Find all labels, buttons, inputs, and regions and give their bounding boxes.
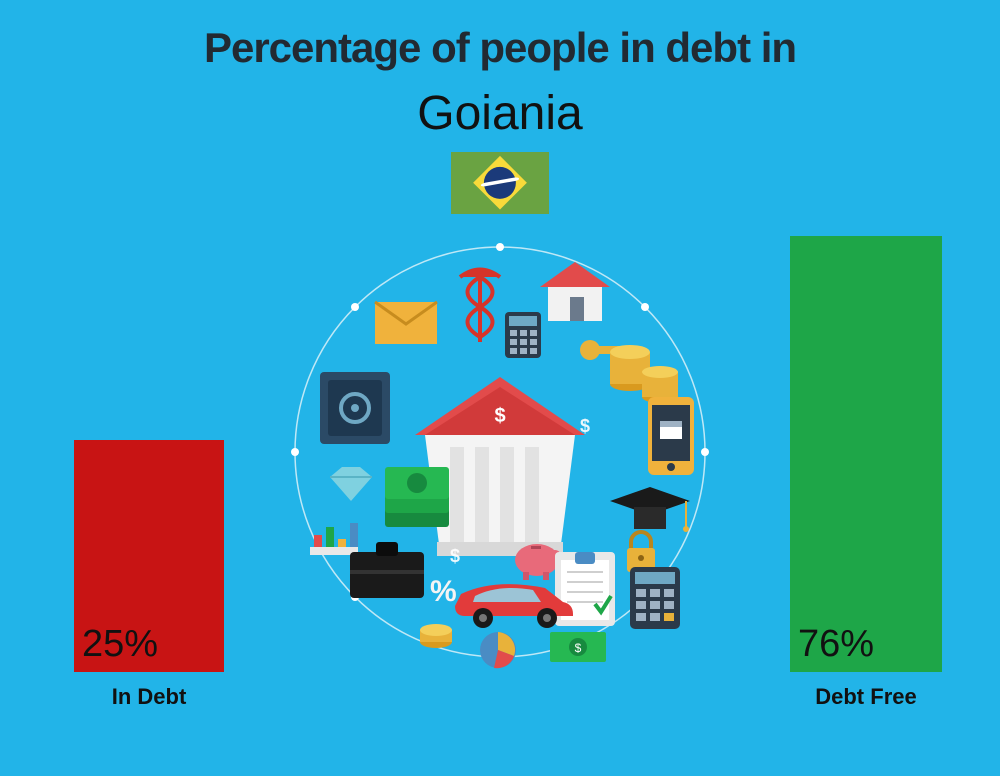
- bar-value-in-debt: 25%: [82, 623, 158, 666]
- bar-rect-in-debt: 25%: [74, 440, 224, 672]
- bar-label-in-debt: In Debt: [112, 684, 187, 710]
- svg-text:$: $: [450, 546, 460, 566]
- bar-debt-free: 76% Debt Free: [790, 236, 942, 710]
- svg-text:%: %: [430, 575, 457, 608]
- bar-rect-debt-free: 76%: [790, 236, 942, 672]
- flag-bg: [451, 152, 549, 214]
- svg-text:$: $: [494, 405, 505, 427]
- finance-collage-icon: $ %: [280, 232, 720, 672]
- bar-value-debt-free: 76%: [798, 623, 874, 666]
- subtitle-city: Goiania: [0, 86, 1000, 141]
- flag-band: [480, 176, 519, 188]
- bar-in-debt: 25% In Debt: [74, 440, 224, 710]
- page-title: Percentage of people in debt in: [0, 24, 1000, 72]
- svg-text:$: $: [575, 641, 582, 655]
- bar-label-debt-free: Debt Free: [815, 684, 916, 710]
- brazil-flag-icon: [451, 152, 549, 214]
- svg-text:$: $: [580, 416, 590, 436]
